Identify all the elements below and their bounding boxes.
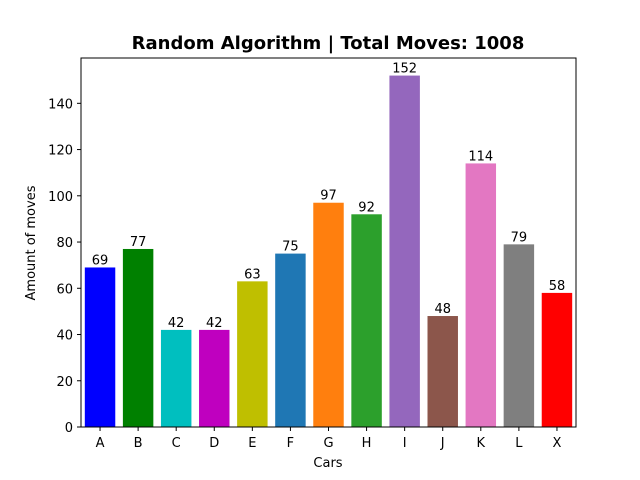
x-tick-label-g: G	[323, 436, 333, 451]
data-label-j: 48	[434, 302, 451, 317]
y-tick-label-40: 40	[56, 329, 73, 344]
x-tick-label-e: E	[248, 436, 256, 451]
bar-x	[541, 292, 573, 427]
y-axis-ticks: 0 20 40 60 80 100 120 140	[48, 97, 81, 436]
y-axis-label: Amount of moves	[24, 185, 39, 300]
bar-h	[351, 214, 382, 427]
data-label-x: 58	[549, 279, 566, 294]
x-tick-label-x: X	[553, 436, 562, 451]
data-label-h: 92	[358, 200, 375, 215]
x-tick-label-a: A	[96, 436, 105, 451]
x-tick-label-f: F	[287, 436, 294, 451]
data-label-b: 77	[130, 235, 147, 250]
data-label-l: 79	[511, 230, 528, 245]
y-tick-label-140: 140	[48, 97, 73, 112]
bar-b	[122, 248, 154, 427]
data-label-k: 114	[468, 149, 493, 164]
data-label-i: 152	[392, 62, 417, 77]
x-tick-label-i: I	[403, 436, 407, 451]
y-tick-label-0: 0	[65, 421, 73, 436]
bar-c	[160, 329, 192, 427]
x-tick-label-d: D	[209, 436, 219, 451]
x-axis-label: Cars	[313, 456, 342, 471]
x-tick-label-h: H	[362, 436, 372, 451]
y-tick-label-60: 60	[56, 282, 73, 297]
x-tick-label-l: L	[515, 436, 523, 451]
bar-f	[275, 253, 306, 427]
data-label-a: 69	[92, 253, 109, 268]
bar-l	[503, 244, 535, 427]
plot-frame	[80, 57, 577, 428]
bar-j	[427, 316, 458, 427]
x-tick-label-b: B	[134, 436, 143, 451]
data-label-f: 75	[282, 240, 299, 255]
y-tick-label-80: 80	[56, 236, 73, 251]
bar-i	[389, 75, 420, 428]
y-tick-label-120: 120	[48, 144, 73, 159]
data-label-d: 42	[206, 316, 223, 331]
bar-a	[84, 267, 116, 427]
data-label-c: 42	[168, 316, 185, 331]
data-label-e: 63	[244, 267, 261, 282]
bar-e	[237, 281, 268, 427]
y-tick-label-100: 100	[48, 190, 73, 205]
x-tick-label-c: C	[172, 436, 181, 451]
bar-g	[313, 202, 344, 427]
bar-d	[199, 329, 230, 427]
bars-group: 69 77 42 42 63 75 97 92 152 48 114 79 58	[84, 62, 573, 428]
chart-title: Random Algorithm | Total Moves: 1008	[132, 33, 525, 54]
data-label-g: 97	[320, 189, 337, 204]
x-tick-label-k: K	[477, 436, 486, 451]
x-tick-label-j: J	[440, 436, 445, 451]
y-tick-label-20: 20	[56, 375, 73, 390]
bar-k	[465, 163, 497, 427]
